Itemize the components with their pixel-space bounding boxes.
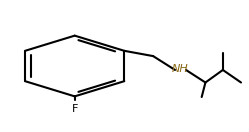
Text: F: F	[71, 104, 78, 114]
Text: NH: NH	[172, 64, 189, 74]
